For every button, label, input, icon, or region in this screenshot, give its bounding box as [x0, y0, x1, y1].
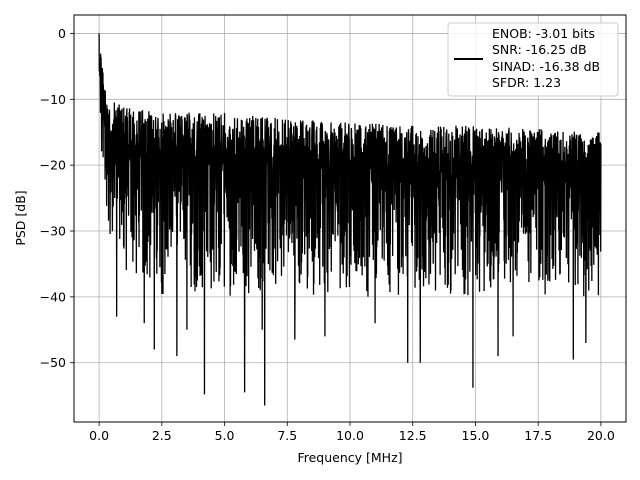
y-tick-label: 0	[58, 26, 66, 41]
legend-box	[447, 22, 619, 97]
y-tick-label: −10	[40, 92, 66, 107]
y-tick-label: −30	[40, 224, 66, 239]
legend: ENOB: -3.01 bits SNR: -16.25 dB SINAD: -…	[447, 22, 619, 97]
y-tick-label: −40	[40, 289, 66, 304]
x-tick-label: 17.5	[524, 428, 552, 443]
y-axis: 0 −10 −20 −30 −40 −50	[40, 26, 74, 370]
legend-enob: ENOB: -3.01 bits	[492, 26, 595, 41]
x-tick-label: 7.5	[277, 428, 297, 443]
x-tick-label: 0.0	[89, 428, 109, 443]
psd-series-line	[98, 33, 602, 406]
x-tick-label: 2.5	[152, 428, 172, 443]
x-tick-label: 12.5	[399, 428, 427, 443]
plot-area	[98, 33, 602, 406]
x-axis-label: Frequency [MHz]	[297, 450, 402, 465]
y-axis-label: PSD [dB]	[13, 190, 28, 245]
x-tick-label: 15.0	[462, 428, 490, 443]
x-axis: 0.0 2.5 5.0 7.5 10.0 12.5 15.0 17.5 20.0	[89, 422, 615, 443]
y-tick-label: −20	[40, 158, 66, 173]
x-tick-label: 5.0	[215, 428, 235, 443]
y-tick-label: −50	[40, 355, 66, 370]
x-tick-label: 20.0	[587, 428, 615, 443]
legend-sinad: SINAD: -16.38 dB	[492, 59, 600, 74]
legend-snr: SNR: -16.25 dB	[492, 42, 587, 57]
x-tick-label: 10.0	[336, 428, 364, 443]
legend-sfdr: SFDR: 1.23	[492, 75, 561, 90]
